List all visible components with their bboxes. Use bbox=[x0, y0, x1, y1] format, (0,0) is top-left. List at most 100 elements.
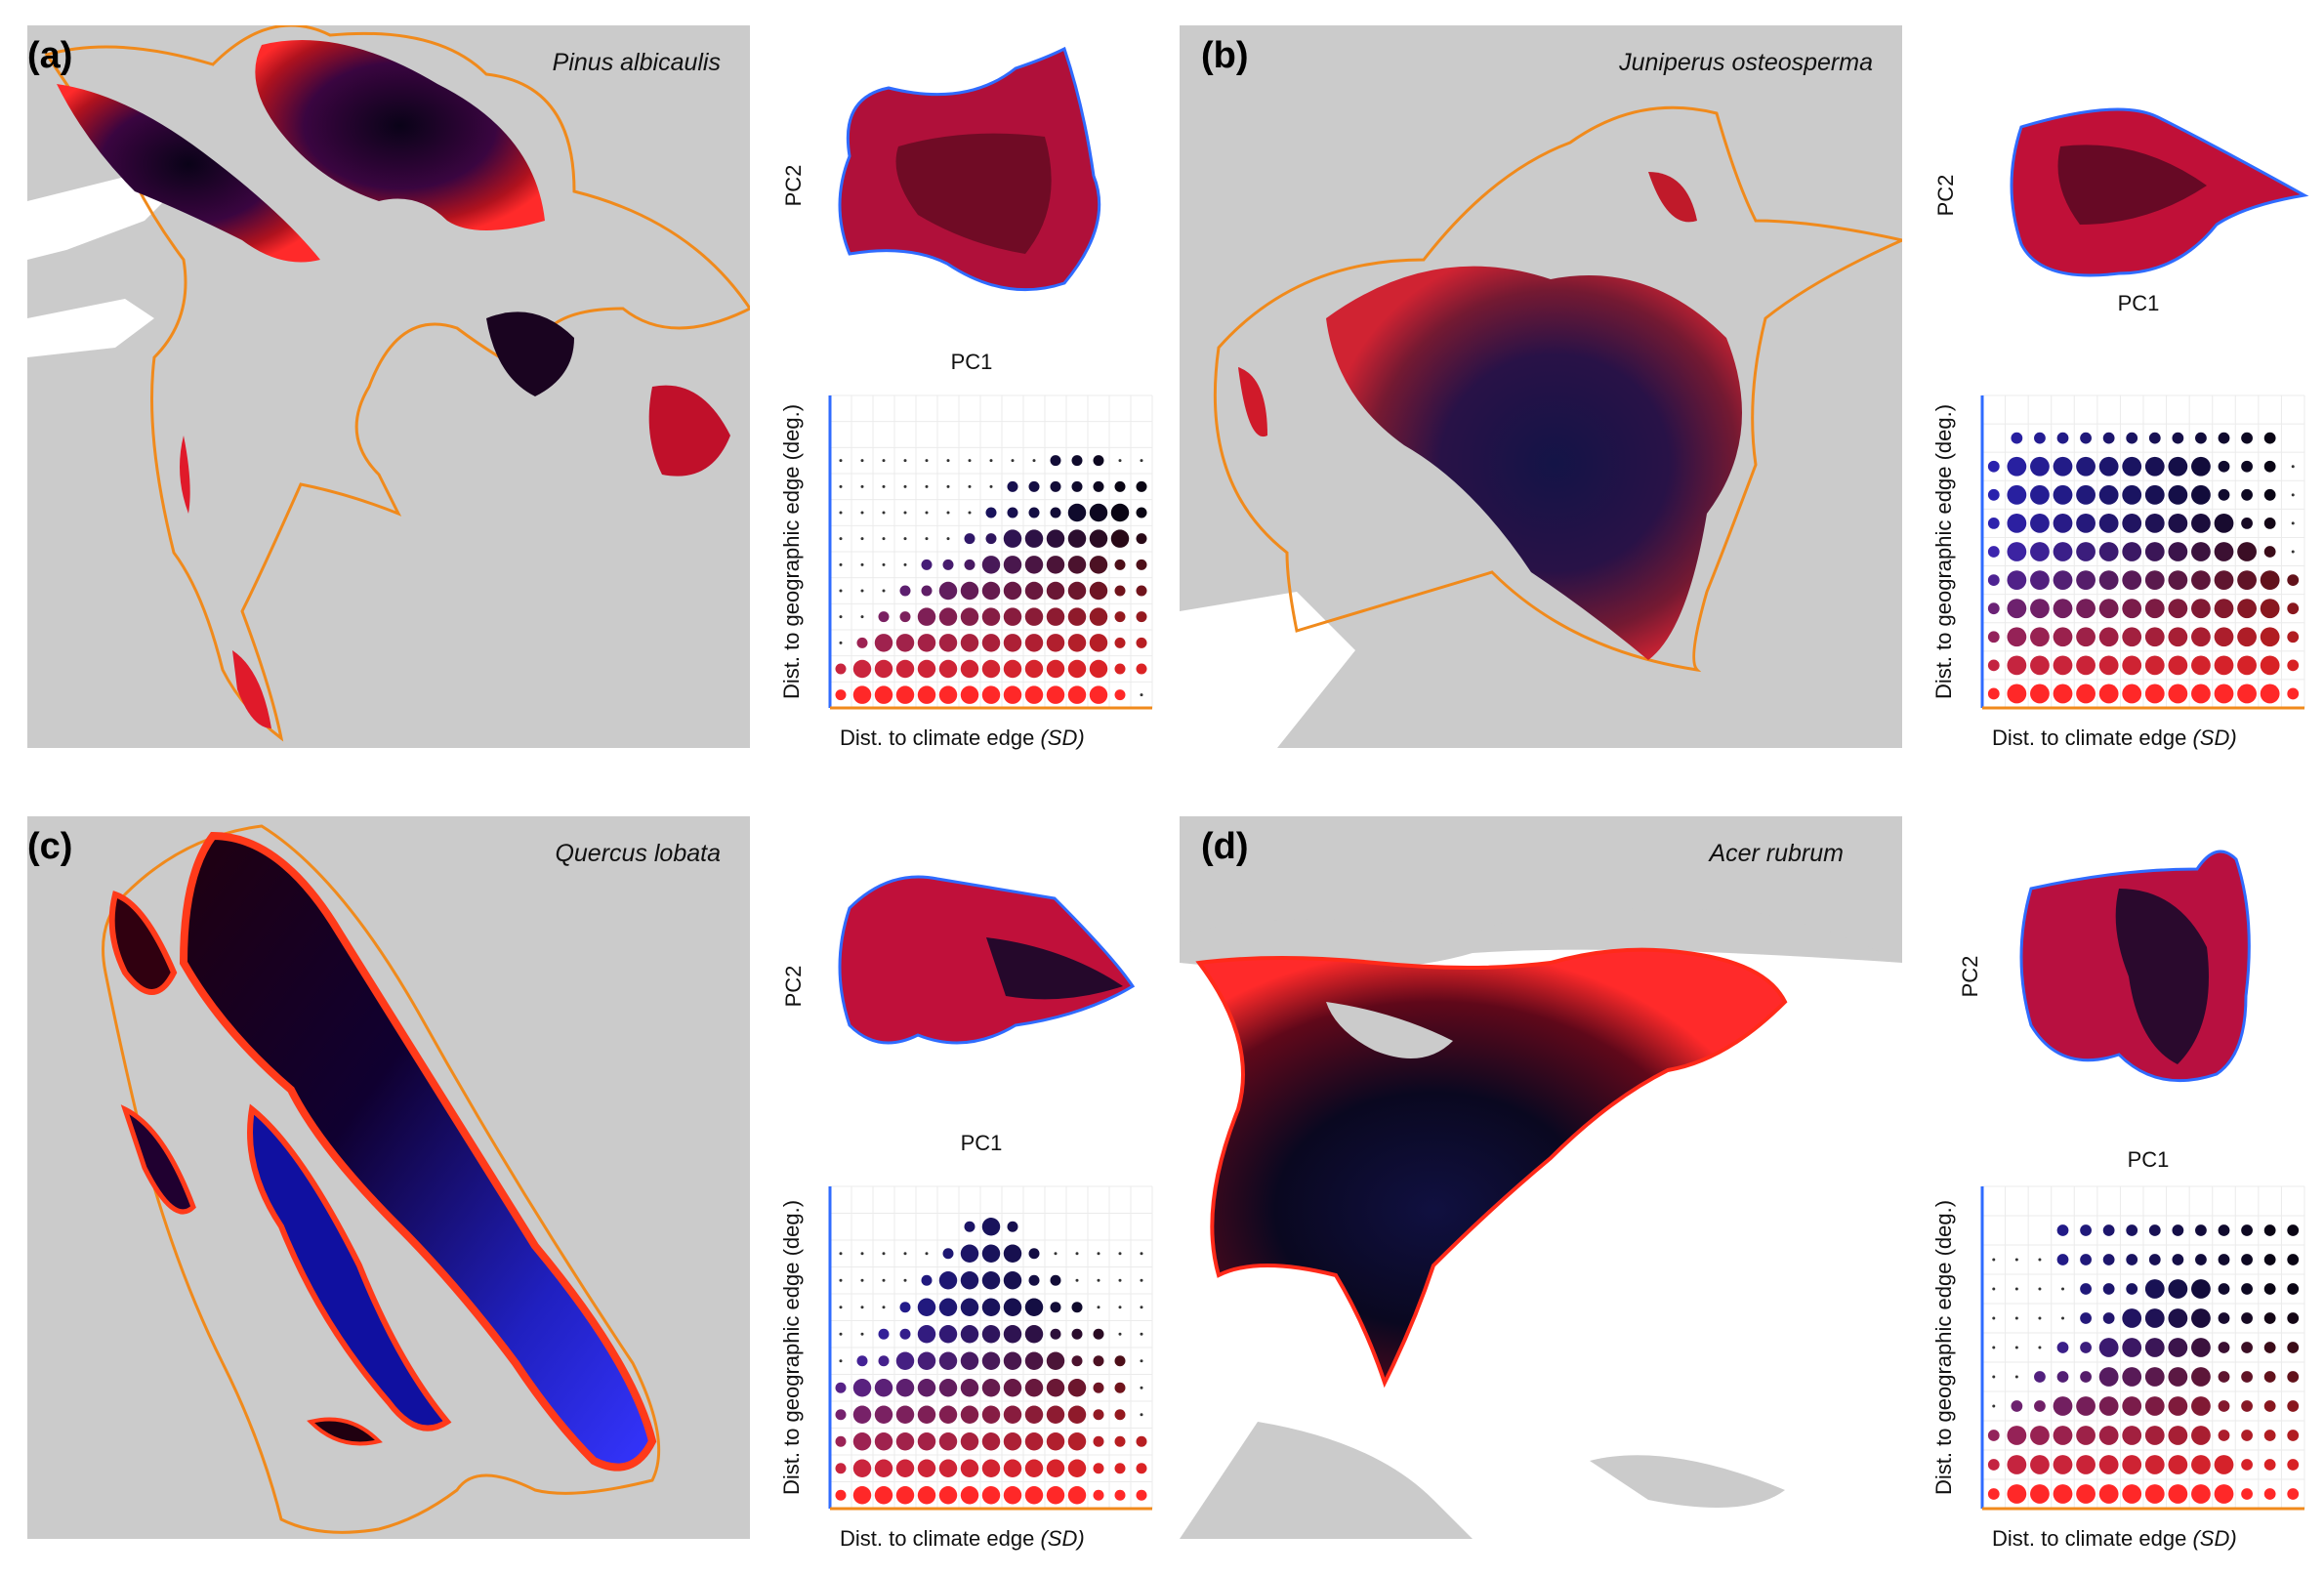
data-point bbox=[2076, 655, 2096, 676]
data-point bbox=[2053, 655, 2073, 676]
data-point bbox=[860, 459, 864, 463]
data-point bbox=[2080, 1342, 2092, 1353]
pca-core bbox=[2115, 889, 2209, 1064]
data-point bbox=[2080, 432, 2092, 444]
data-point bbox=[874, 685, 893, 704]
data-point bbox=[882, 459, 886, 463]
panel-label-d: (d) bbox=[1201, 826, 1249, 867]
data-point bbox=[1136, 559, 1147, 570]
data-point bbox=[1046, 1432, 1065, 1451]
range-fill bbox=[1648, 172, 1697, 223]
data-point bbox=[1024, 581, 1044, 601]
data-point bbox=[1114, 1463, 1126, 1474]
data-point bbox=[2014, 1316, 2018, 1320]
data-point bbox=[1007, 507, 1018, 518]
data-point bbox=[2076, 1484, 2096, 1504]
data-point bbox=[1024, 1432, 1044, 1451]
data-point bbox=[1097, 1306, 1100, 1309]
data-point bbox=[1136, 507, 1147, 518]
data-point bbox=[852, 1432, 872, 1451]
data-point bbox=[2007, 542, 2027, 561]
data-point bbox=[1067, 1379, 1087, 1397]
data-point bbox=[860, 615, 864, 619]
data-point bbox=[968, 459, 972, 463]
range-map-d: Acer rubrum bbox=[1180, 816, 1902, 1539]
range-fill bbox=[1238, 367, 1267, 437]
pca-x-label: PC1 bbox=[2128, 1147, 2170, 1172]
data-point bbox=[2168, 1367, 2188, 1387]
data-point bbox=[2007, 655, 2027, 676]
data-point bbox=[852, 1459, 872, 1477]
data-point bbox=[2098, 1396, 2119, 1416]
data-point bbox=[946, 537, 950, 541]
data-point bbox=[1136, 533, 1147, 545]
data-point bbox=[1136, 1489, 1147, 1501]
range-fill bbox=[180, 435, 190, 514]
ocean-white bbox=[1180, 592, 1355, 748]
data-point bbox=[2148, 1254, 2161, 1265]
data-point bbox=[1003, 581, 1022, 601]
data-point bbox=[1093, 1355, 1104, 1367]
data-point bbox=[2287, 1283, 2300, 1295]
data-point bbox=[1007, 1221, 1018, 1232]
pca-y-label: PC2 bbox=[1958, 956, 1982, 998]
data-point bbox=[981, 1405, 1001, 1424]
data-point bbox=[1136, 611, 1147, 623]
data-point bbox=[938, 1351, 958, 1370]
data-point bbox=[1067, 1486, 1087, 1505]
data-point bbox=[2218, 1400, 2230, 1412]
data-point bbox=[2144, 514, 2165, 533]
data-point bbox=[1050, 1302, 1061, 1313]
data-point bbox=[2218, 1430, 2230, 1441]
data-point bbox=[981, 1271, 1001, 1290]
data-point bbox=[2053, 1396, 2073, 1416]
data-point bbox=[1114, 1435, 1126, 1447]
data-point bbox=[1046, 529, 1065, 548]
data-point bbox=[2218, 1224, 2230, 1236]
dot-plot-d: Dist. to climate edge (SD) Dist. to geogr… bbox=[1931, 1185, 2305, 1551]
data-point bbox=[917, 1459, 936, 1477]
data-point bbox=[989, 484, 993, 488]
data-point bbox=[2191, 599, 2211, 619]
data-point bbox=[835, 1489, 847, 1501]
data-point bbox=[1050, 480, 1061, 492]
data-point bbox=[2241, 1283, 2253, 1295]
data-point bbox=[2030, 599, 2050, 619]
data-point bbox=[882, 537, 886, 541]
data-point bbox=[1003, 659, 1022, 679]
data-point bbox=[2214, 655, 2234, 676]
data-point bbox=[1003, 1459, 1022, 1477]
data-point bbox=[938, 1271, 958, 1290]
data-point bbox=[1089, 607, 1108, 626]
data-point bbox=[2291, 550, 2295, 554]
data-point bbox=[1118, 1332, 1122, 1336]
data-point bbox=[882, 1306, 886, 1309]
data-point bbox=[938, 1298, 958, 1316]
data-point bbox=[2168, 1455, 2188, 1474]
data-point bbox=[2038, 1346, 2042, 1349]
range-fill bbox=[1195, 947, 1788, 1389]
data-point bbox=[2218, 460, 2230, 473]
data-point bbox=[1003, 1405, 1022, 1424]
data-point bbox=[852, 659, 872, 679]
y-axis-label: Dist. to geographic edge (deg.) bbox=[1931, 1200, 1956, 1495]
data-point bbox=[1140, 1278, 1143, 1282]
data-point bbox=[2214, 684, 2234, 704]
data-point bbox=[2122, 542, 2142, 561]
data-point bbox=[2287, 1459, 2300, 1471]
data-point bbox=[874, 1379, 893, 1397]
data-point bbox=[2053, 599, 2073, 619]
data-point bbox=[985, 533, 997, 545]
pca-y-label: PC2 bbox=[781, 165, 806, 207]
data-point bbox=[1114, 480, 1126, 492]
y-axis-label: Dist. to geographic edge (deg.) bbox=[779, 1200, 804, 1495]
panel-b: Juniperus osteosperma (b) PC1 PC2 Dist. … bbox=[1162, 0, 2324, 762]
pca-x-label: PC1 bbox=[961, 1131, 1003, 1155]
data-point bbox=[1046, 1379, 1065, 1397]
data-point bbox=[2291, 493, 2295, 497]
data-point bbox=[1003, 1486, 1022, 1505]
data-point bbox=[2191, 514, 2211, 533]
data-point bbox=[1136, 1435, 1147, 1447]
data-point bbox=[2144, 1279, 2165, 1299]
data-point bbox=[981, 685, 1001, 704]
